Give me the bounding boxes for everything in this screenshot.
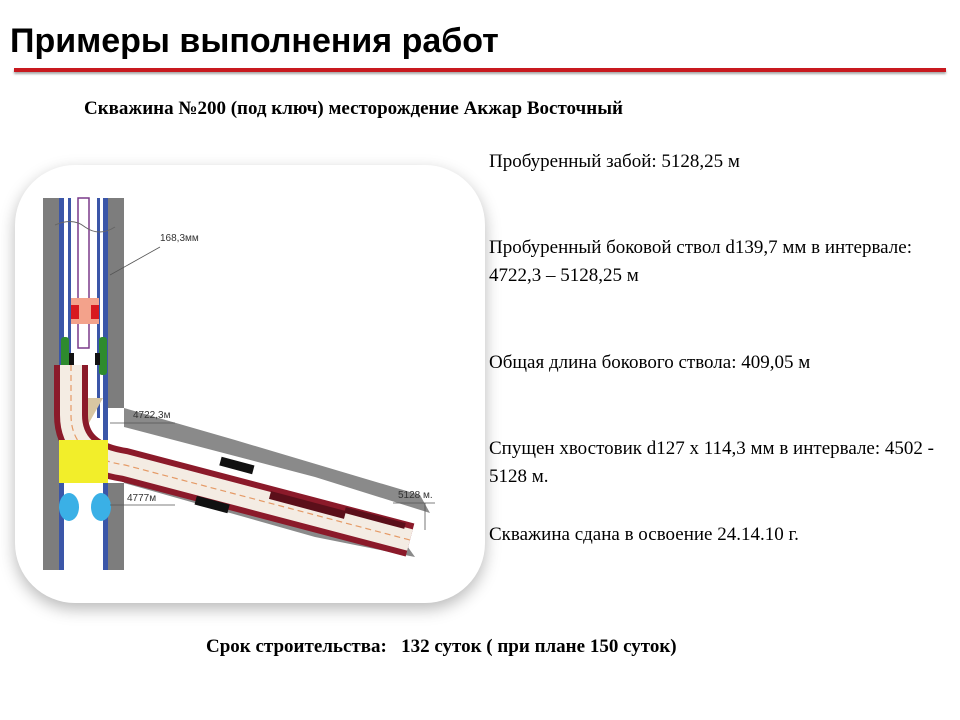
liner-hatch-1 (268, 491, 347, 519)
centralizer-1 (219, 456, 255, 475)
break-mark (54, 221, 116, 233)
water-blob-right (91, 493, 111, 521)
construction-period: Срок строительства: 132 суток ( при план… (206, 636, 677, 657)
lower-depth-label: 4777м (127, 493, 156, 504)
liner-hatch-2 (344, 507, 406, 529)
rock-right-lower (108, 483, 124, 570)
kickoff-depth-label: 4722,3м (133, 410, 171, 421)
casing-outer-right (103, 198, 108, 570)
packer-red-right (91, 305, 99, 319)
title-underline (14, 68, 946, 72)
rock-left (43, 198, 59, 570)
liner-centerline (70, 365, 411, 541)
tubing (77, 197, 90, 349)
rock-right (108, 198, 124, 408)
leader-casing (109, 246, 161, 276)
well-schematic: 168,3мм 4722,3м 4777м 5128 м. (43, 197, 435, 570)
packer-red-left (71, 305, 79, 319)
well-schematic-card: 168,3мм 4722,3м 4777м 5128 м. (15, 165, 485, 603)
td-depth-label: 5128 м. (398, 490, 433, 501)
casing-size-label: 168,3мм (160, 233, 199, 244)
fact-sidetrack-length: Общая длина бокового ствола: 409,05 м (489, 352, 811, 373)
water-blob-left (59, 493, 79, 521)
fact-completion-date: Скважина сдана в освоение 24.14.10 г. (489, 524, 799, 545)
packer-green-right (99, 337, 107, 375)
rock-lateral-top (124, 408, 430, 513)
well-subtitle: Скважина №200 (под ключ) месторождение А… (84, 98, 623, 119)
fact-liner-run: Спущен хвостовик d127 х 114,3 мм в интер… (489, 438, 934, 487)
cement-zone (59, 440, 108, 483)
page-title: Примеры выполнения работ (10, 22, 499, 60)
centralizer-2 (194, 495, 230, 514)
seal-black-left (69, 353, 74, 365)
casing-inner-left (68, 198, 71, 418)
fact-total-depth: Пробуренный забой: 5128,25 м (489, 151, 740, 172)
seal-black-right (95, 353, 100, 365)
fact-sidetrack-interval: Пробуренный боковой ствол d139,7 мм в ин… (489, 237, 912, 286)
